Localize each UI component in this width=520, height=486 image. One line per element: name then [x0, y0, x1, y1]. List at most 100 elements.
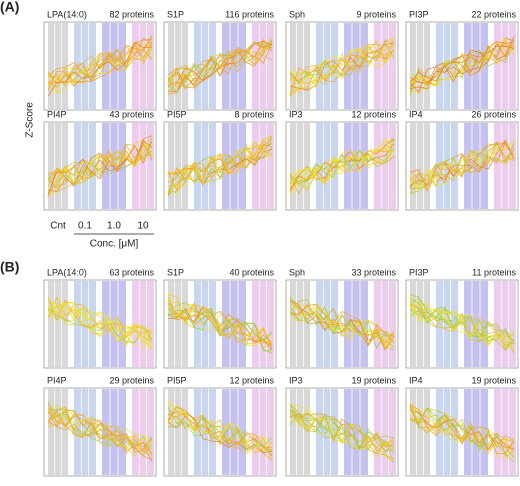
profile-line: [289, 140, 395, 193]
plot-title: PI3P: [409, 9, 429, 19]
profile-line: [289, 148, 395, 186]
condition-band: [374, 281, 396, 367]
profile-line: [289, 404, 395, 452]
condition-band: [74, 23, 96, 109]
condition-band: [410, 389, 430, 475]
profile-line: [167, 400, 273, 454]
condition-band: [410, 23, 430, 109]
profile-line: [409, 148, 515, 188]
panel-label: (B): [0, 259, 19, 275]
profile-line: [47, 404, 153, 463]
plot-title: S1P: [167, 267, 184, 277]
condition-band: [290, 389, 310, 475]
plot-title: IP3: [289, 375, 303, 385]
profile-line: [289, 417, 395, 458]
profile-line: [409, 402, 515, 455]
profile-line: [47, 298, 153, 343]
plot: [285, 387, 399, 477]
condition-band: [464, 281, 488, 367]
profile-line: [409, 41, 515, 93]
profile-line: [47, 298, 153, 351]
plot: [43, 387, 157, 477]
profile-line: [47, 38, 153, 91]
condition-band: [168, 389, 188, 475]
plot-title: S1P: [167, 9, 184, 19]
plot: [163, 387, 277, 477]
profile-line: [47, 415, 153, 454]
protein-count: 11 proteins: [472, 267, 516, 277]
plot-title: Sph: [289, 267, 305, 277]
condition-band: [132, 281, 154, 367]
condition-band: [48, 389, 68, 475]
profile-line: [289, 402, 395, 459]
protein-count: 22 proteins: [471, 9, 516, 19]
condition-band: [132, 389, 154, 475]
condition-band: [436, 281, 458, 367]
condition-band: [410, 123, 430, 209]
profile-line: [47, 34, 153, 87]
x-tick-label: 0.1: [78, 221, 92, 232]
x-tick-label: 1.0: [107, 221, 121, 232]
profile-line: [167, 414, 273, 454]
plot-title: IP4: [409, 375, 423, 385]
y-axis-label: Z-Score: [25, 102, 36, 138]
protein-count: 29 proteins: [109, 375, 154, 385]
profile-line: [167, 402, 273, 451]
profile-line: [409, 410, 515, 451]
plot: [405, 121, 519, 211]
profile-line: [47, 401, 153, 450]
x-axis-label: Conc. [μM]: [90, 239, 139, 250]
x-tick-label: 10: [137, 221, 149, 232]
condition-band: [74, 389, 96, 475]
condition-band: [168, 281, 188, 367]
plot: [43, 279, 157, 369]
plot: [405, 279, 519, 369]
profile-line: [47, 307, 153, 344]
protein-count: 19 proteins: [351, 375, 396, 385]
plot: [405, 21, 519, 111]
condition-band: [252, 389, 274, 475]
condition-band: [168, 23, 188, 109]
condition-band: [222, 23, 246, 109]
profile-line: [47, 143, 153, 185]
profile-line: [167, 293, 273, 347]
profile-line: [289, 302, 395, 346]
profile-line: [167, 42, 273, 94]
profile-line: [289, 409, 395, 454]
profile-line: [47, 302, 153, 351]
protein-count: 12 proteins: [229, 375, 274, 385]
profile-line: [47, 137, 153, 187]
plot-title: IP4: [409, 109, 423, 119]
profile-line: [409, 38, 515, 91]
x-tick-label: Cnt: [50, 221, 66, 232]
profile-line: [289, 36, 395, 81]
protein-count: 82 proteins: [109, 9, 154, 19]
profile-line: [47, 302, 153, 348]
protein-count: 19 proteins: [471, 375, 516, 385]
plot: [163, 279, 277, 369]
profile-line: [289, 139, 395, 185]
profile-line: [167, 143, 273, 197]
profile-line: [289, 413, 395, 450]
profile-line: [47, 135, 153, 193]
protein-count: 40 proteins: [229, 267, 274, 277]
profile-line: [167, 143, 273, 195]
profile-line: [167, 416, 273, 452]
profile-line: [47, 410, 153, 457]
profile-line: [47, 46, 153, 94]
condition-band: [290, 123, 310, 209]
profile-line: [409, 406, 515, 463]
protein-count: 12 proteins: [351, 109, 396, 119]
profile-line: [167, 311, 273, 349]
condition-band: [48, 23, 68, 109]
profile-line: [289, 41, 395, 95]
protein-count: 9 proteins: [356, 9, 396, 19]
protein-count: 43 proteins: [109, 109, 154, 119]
condition-band: [132, 23, 154, 109]
protein-count: 8 proteins: [234, 109, 274, 119]
profile-line: [167, 410, 273, 461]
profile-line: [409, 45, 515, 90]
profile-line: [289, 414, 395, 447]
plot-title: PI4P: [47, 375, 67, 385]
profile-line: [289, 37, 395, 90]
